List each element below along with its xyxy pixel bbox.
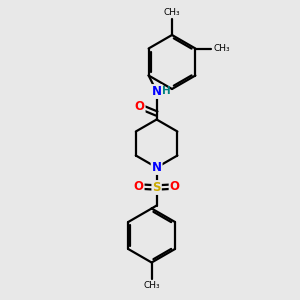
Text: CH₃: CH₃ [213, 44, 230, 53]
Text: S: S [152, 181, 161, 194]
Text: N: N [152, 85, 162, 98]
Text: N: N [152, 161, 162, 174]
Text: O: O [135, 100, 145, 113]
Text: O: O [134, 180, 144, 193]
Text: H: H [162, 86, 171, 97]
Text: O: O [169, 180, 180, 193]
Text: CH₃: CH₃ [164, 8, 180, 17]
Text: CH₃: CH₃ [143, 280, 160, 290]
